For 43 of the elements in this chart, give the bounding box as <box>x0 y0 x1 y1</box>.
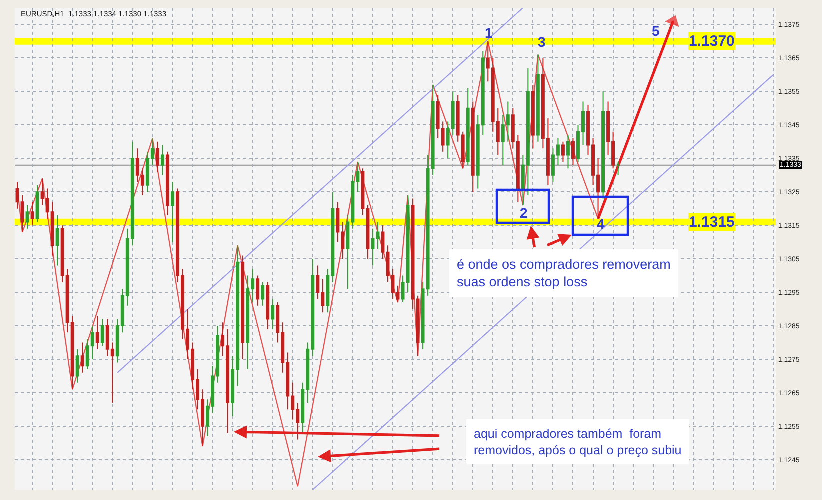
candlestick <box>536 54 540 142</box>
candlestick <box>602 91 605 200</box>
candlestick <box>381 225 385 260</box>
candlestick <box>56 215 60 266</box>
candlestick <box>471 101 475 193</box>
candlestick <box>160 144 164 176</box>
annotation: 2 <box>520 205 528 221</box>
candlestick <box>96 315 100 350</box>
candlestick <box>396 285 400 304</box>
annotation: aqui compradores também foram removidos, após o qual o preço subiu <box>474 427 682 458</box>
candlestick <box>561 141 565 162</box>
candlestick <box>166 151 170 216</box>
candlestick <box>271 298 275 330</box>
candlestick <box>36 184 40 223</box>
candlestick <box>386 245 390 283</box>
band-label: 1.1315 <box>689 214 735 231</box>
candlestick <box>76 348 80 384</box>
annotation: 1 <box>485 25 493 41</box>
candlestick <box>80 342 84 374</box>
candlestick <box>156 141 160 173</box>
band-label: 1.1370 <box>689 33 735 50</box>
candlestick <box>26 204 30 230</box>
annotation: 5 <box>652 23 660 39</box>
candlestick <box>401 275 405 304</box>
candlestick <box>616 161 620 176</box>
candlestick <box>531 84 535 150</box>
candlestick <box>261 282 265 306</box>
candlestick <box>20 194 24 233</box>
candlestick <box>391 268 395 300</box>
candlestick <box>30 202 34 226</box>
candlestick <box>170 182 174 243</box>
annotation: é onde os compradores removeram suas ordens stop loss <box>457 257 671 290</box>
candlestick <box>371 228 375 266</box>
candlestick <box>376 222 380 250</box>
candlestick <box>256 275 260 306</box>
candlestick <box>406 194 410 294</box>
candlestick <box>572 138 575 166</box>
candlestick <box>16 182 20 210</box>
candlestick <box>466 88 470 166</box>
candlestick <box>266 282 270 330</box>
candlestick <box>566 134 570 170</box>
candlestick <box>100 318 104 347</box>
candlestick <box>241 255 245 360</box>
